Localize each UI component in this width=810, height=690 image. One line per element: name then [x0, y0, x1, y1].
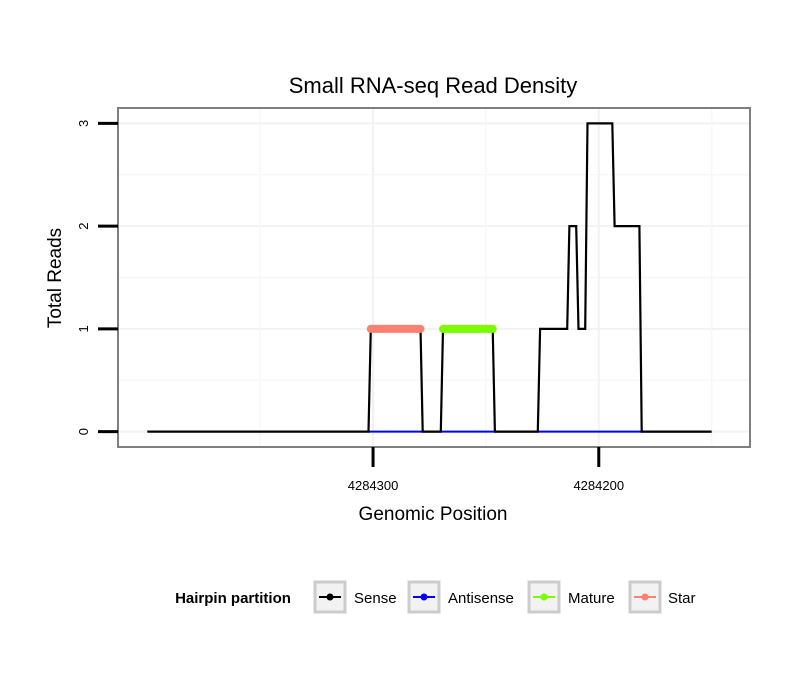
legend-label-mature: Mature [568, 590, 615, 607]
x-axis-title: Genomic Position [359, 504, 508, 525]
legend-key-dot-sense [326, 593, 334, 601]
y-tick-label-2: 2 [76, 222, 91, 229]
y-tick-label-1: 1 [76, 325, 91, 332]
y-axis-title: Total Reads [45, 228, 66, 328]
y-tick-label-0: 0 [76, 428, 91, 435]
series-lines [147, 122, 712, 433]
y-axis: 0 1 2 3 [76, 120, 118, 435]
legend-key-dot-star [641, 593, 649, 601]
x-tick-label-0: 4284300 [348, 478, 399, 493]
plot-panel-border [117, 107, 751, 448]
legend-key-mature [527, 580, 561, 614]
y-tick-label-3: 3 [76, 120, 91, 127]
legend-key-star [628, 580, 662, 614]
x-tick-label-1: 4284200 [573, 478, 624, 493]
legend-key-dot-mature [540, 593, 548, 601]
legend-key-sense [313, 580, 347, 614]
series-line-sense [147, 122, 712, 433]
x-axis: 4284300 4284200 [348, 447, 624, 493]
legend-label-antisense: Antisense [448, 590, 514, 607]
chart-title: Small RNA-seq Read Density [289, 73, 578, 98]
grid-lines [118, 108, 750, 447]
legend-label-star: Star [668, 590, 696, 607]
legend-title: Hairpin partition [175, 590, 291, 607]
legend-key-dot-antisense [420, 593, 428, 601]
legend-label-sense: Sense [354, 590, 397, 607]
legend-key-antisense [407, 580, 441, 614]
legend: Hairpin partition Sense Antisense Mature St… [175, 580, 696, 614]
